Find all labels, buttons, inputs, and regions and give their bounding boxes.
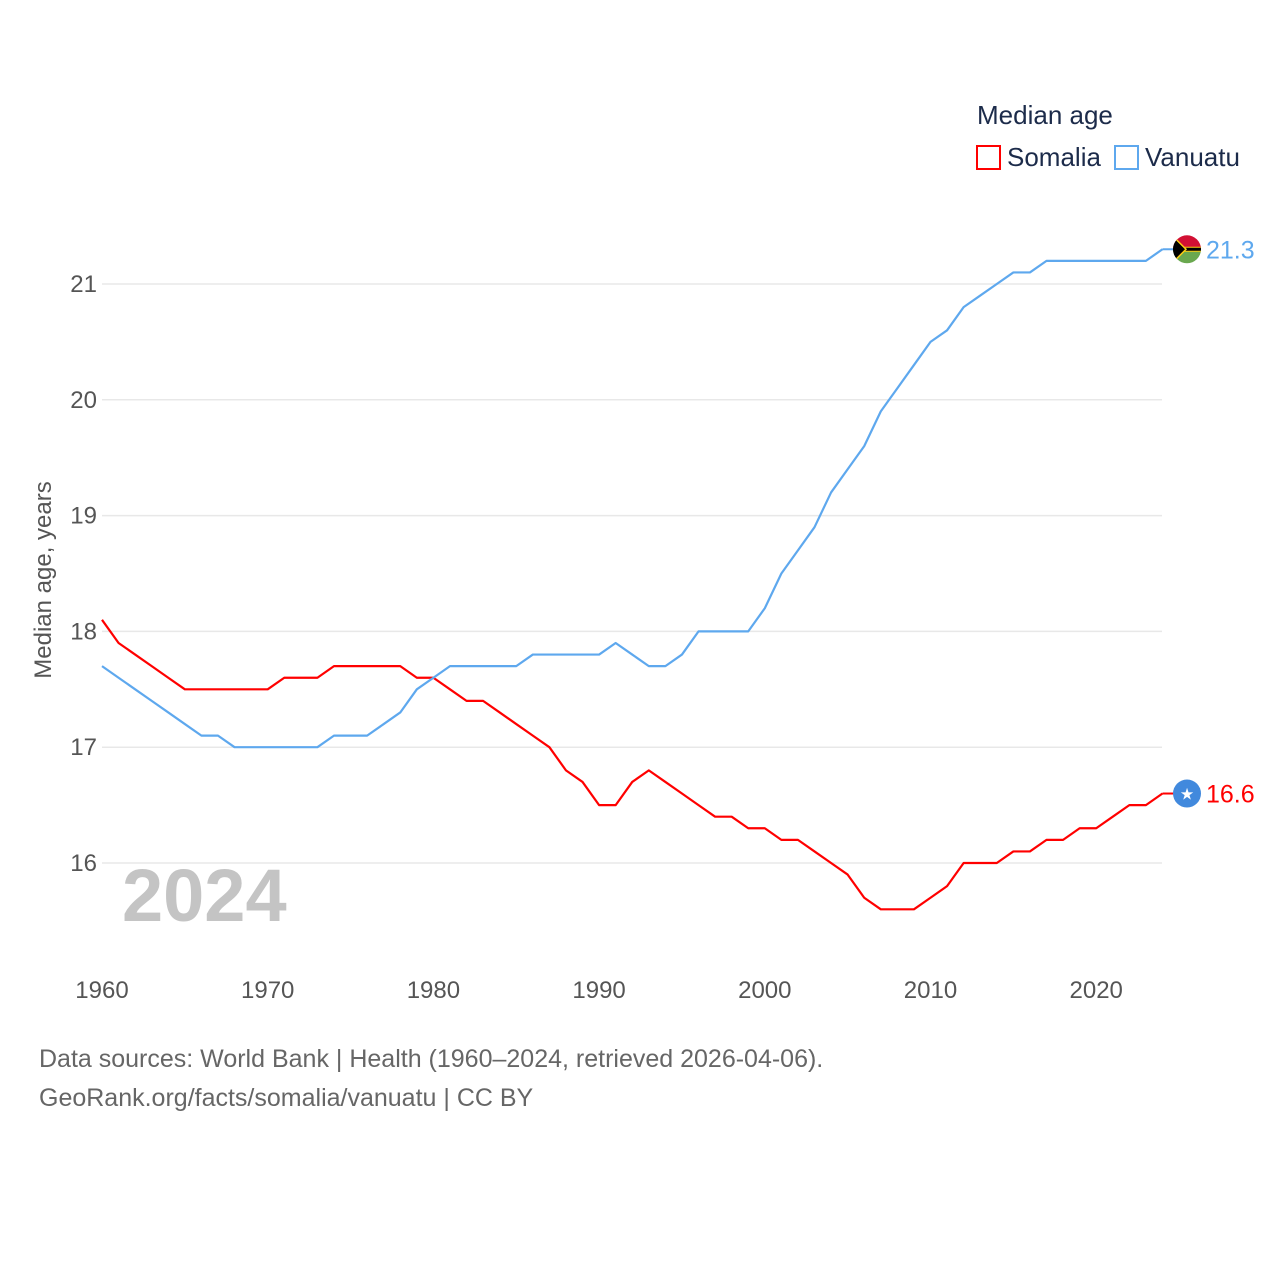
y-axis-label: Median age, years xyxy=(30,481,57,678)
y-tick-label: 17 xyxy=(70,734,97,761)
flag-star: ★ xyxy=(1180,787,1194,804)
footer-link[interactable]: GeoRank.org/facts/somalia/vanuatu | CC B… xyxy=(39,1084,534,1112)
legend-item-vanuatu[interactable]: Vanuatu xyxy=(1114,142,1240,172)
x-tick-label: 2020 xyxy=(1070,977,1123,1004)
year-watermark: 2024 xyxy=(122,854,287,937)
x-tick-label: 1990 xyxy=(572,977,625,1004)
legend-swatch-vanuatu xyxy=(1114,145,1139,170)
end-label-somalia: 16.6 xyxy=(1206,781,1255,809)
x-tick-label: 1970 xyxy=(241,977,294,1004)
legend-label-vanuatu: Vanuatu xyxy=(1145,142,1240,172)
flag-blue xyxy=(1173,779,1201,808)
series-line-vanuatu xyxy=(101,248,1164,749)
grid xyxy=(102,283,1162,864)
y-axis-ticks: 16 17 18 19 20 21 xyxy=(70,271,97,877)
end-label-vanuatu: 21.3 xyxy=(1206,236,1255,264)
end-markers: ★ 16.6 21.3 xyxy=(1162,235,1255,809)
series-line-somalia xyxy=(101,619,1164,911)
footer-source: Data sources: World Bank | Health (1960–… xyxy=(39,1045,824,1073)
flag-somalia-icon: ★ xyxy=(1173,779,1201,808)
y-tick-label: 16 xyxy=(70,850,97,877)
x-axis-ticks: 1960 1970 1980 1990 2000 2010 2020 xyxy=(75,977,1123,1004)
series-lines xyxy=(101,248,1164,911)
x-tick-label: 2010 xyxy=(904,977,957,1004)
y-tick-label: 21 xyxy=(70,271,97,298)
legend-title: Median age xyxy=(977,100,1113,130)
x-tick-label: 1980 xyxy=(407,977,460,1004)
legend-label-somalia: Somalia xyxy=(1007,142,1101,172)
y-tick-label: 18 xyxy=(70,618,97,645)
y-tick-label: 19 xyxy=(70,503,97,530)
flag-triangle xyxy=(1173,235,1188,264)
y-tick-label: 20 xyxy=(70,387,97,414)
x-tick-label: 1960 xyxy=(75,977,128,1004)
x-tick-label: 2000 xyxy=(738,977,791,1004)
legend-item-somalia[interactable]: Somalia xyxy=(976,142,1101,172)
flag-vanuatu-icon xyxy=(1173,235,1201,264)
legend-swatch-somalia xyxy=(976,145,1001,170)
flag-body xyxy=(1173,235,1201,264)
